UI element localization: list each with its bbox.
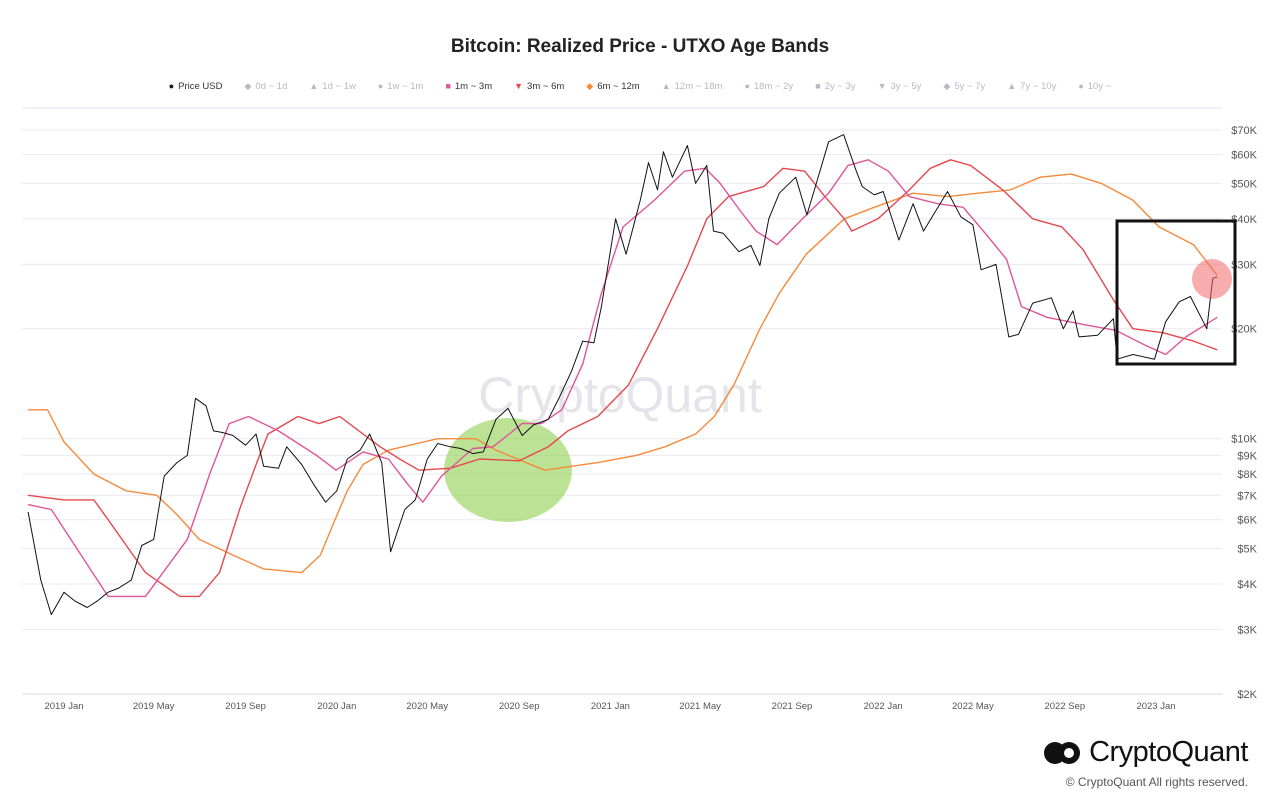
series-line-3m-6m xyxy=(28,159,1218,598)
y-tick-label: $8K xyxy=(1237,469,1257,481)
legend-symbol-icon: ■ xyxy=(815,81,821,91)
legend-symbol-icon: ▼ xyxy=(877,81,887,91)
series-line-1m-3m xyxy=(27,159,1218,598)
y-tick-label: $70K xyxy=(1231,125,1257,137)
legend: ● Price USD ◆ 0d ~ 1d ▲ 1d ~ 1w ● 1w ~ 1m ■ 1m ~ … xyxy=(0,81,1280,92)
chart-title: Bitcoin: Realized Price - UTXO Age Bands xyxy=(450,36,830,57)
legend-label: 3m ~ 6m xyxy=(527,81,565,92)
y-tick-label: $30K xyxy=(1231,259,1257,271)
x-axis-ticks: 2019 Jan 2019 May 2019 Sep 2020 Jan 2020 May… xyxy=(44,701,1175,712)
y-tick-label: $2K xyxy=(1237,689,1257,701)
x-tick-label: 2022 Sep xyxy=(1044,701,1085,712)
y-tick-label: $7K xyxy=(1237,490,1257,502)
legend-label: 3y ~ 5y xyxy=(890,81,922,92)
legend-symbol-icon: ◆ xyxy=(244,81,252,91)
legend-symbol-icon: ■ xyxy=(445,81,451,91)
series-line-price-usd xyxy=(27,134,1218,616)
y-tick-label: $50K xyxy=(1231,178,1257,190)
cryptoquant-logo-icon xyxy=(1044,741,1081,764)
x-tick-label: 2021 Sep xyxy=(772,701,813,712)
legend-item[interactable]: ■ 2y ~ 3y xyxy=(815,81,855,92)
legend-label: Price USD xyxy=(178,81,223,92)
legend-item[interactable]: ▼ 3m ~ 6m xyxy=(514,81,564,92)
x-tick-label: 2023 Jan xyxy=(1136,701,1175,712)
series-line-6m-12m xyxy=(28,173,1218,574)
x-tick-label: 2020 Jan xyxy=(317,701,356,712)
highlight-box xyxy=(1115,219,1237,366)
legend-item[interactable]: ● Price USD xyxy=(169,81,223,92)
footer-copyright: © CryptoQuant All rights reserved. xyxy=(1065,775,1248,789)
y-tick-label: $40K xyxy=(1231,214,1257,226)
footer-logo: CryptoQuant xyxy=(1043,736,1248,769)
legend-symbol-icon: ▲ xyxy=(1007,81,1017,91)
y-tick-label: $6K xyxy=(1237,515,1257,527)
legend-item[interactable]: ▲ 7y ~ 10y xyxy=(1007,81,1056,92)
red-highlight-circle xyxy=(1192,259,1232,299)
y-tick-label: $3K xyxy=(1237,625,1257,637)
legend-item[interactable]: ◆ 5y ~ 7y xyxy=(943,81,985,92)
legend-symbol-icon: ● xyxy=(1078,81,1084,91)
legend-label: 10y ~ xyxy=(1087,81,1112,92)
legend-symbol-icon: ◆ xyxy=(943,81,951,91)
x-tick-label: 2020 May xyxy=(406,701,448,712)
footer-brand: CryptoQuant xyxy=(1089,736,1248,768)
x-tick-label: 2021 Jan xyxy=(591,701,630,712)
x-tick-label: 2019 Jan xyxy=(44,701,83,712)
green-highlight-circle xyxy=(444,418,572,522)
x-tick-label: 2020 Sep xyxy=(499,701,540,712)
legend-item[interactable]: ▲ 12m ~ 18m xyxy=(662,81,723,92)
legend-symbol-icon: ▼ xyxy=(514,81,524,91)
y-axis-ticks: $2K $3K $4K $5K $6K $7K $8K $9K $10K $20K $30K $40K… xyxy=(1231,125,1257,701)
legend-label: 1d ~ 1w xyxy=(322,81,356,92)
legend-symbol-icon: ▲ xyxy=(309,81,319,91)
legend-item[interactable]: ▼ 3y ~ 5y xyxy=(878,81,922,92)
legend-item[interactable]: ◆ 0d ~ 1d xyxy=(244,81,287,92)
legend-label: 2y ~ 3y xyxy=(824,81,856,92)
legend-item[interactable]: ● 10y ~ xyxy=(1078,81,1111,92)
legend-label: 7y ~ 10y xyxy=(1020,81,1057,92)
watermark: CryptoQuant xyxy=(478,367,762,423)
legend-label: 5y ~ 7y xyxy=(954,81,986,92)
legend-item[interactable]: ● 1w ~ 1m xyxy=(378,81,424,92)
legend-symbol-icon: ▲ xyxy=(661,81,671,91)
legend-label: 0d ~ 1d xyxy=(255,81,288,92)
legend-item[interactable]: ● 18m ~ 2y xyxy=(744,81,793,92)
x-tick-label: 2019 Sep xyxy=(225,701,266,712)
legend-item[interactable]: ▲ 1d ~ 1w xyxy=(309,81,355,92)
y-tick-label: $5K xyxy=(1237,544,1257,556)
legend-label: 6m ~ 12m xyxy=(597,81,640,92)
x-tick-label: 2021 May xyxy=(679,701,721,712)
x-tick-label: 2019 May xyxy=(133,701,175,712)
gridlines xyxy=(22,107,1222,695)
series-lines xyxy=(27,134,1218,616)
y-tick-label: $9K xyxy=(1237,450,1257,462)
legend-symbol-icon: ● xyxy=(744,81,750,91)
legend-item[interactable]: ◆ 6m ~ 12m xyxy=(586,81,639,92)
legend-label: 18m ~ 2y xyxy=(753,81,794,92)
x-tick-label: 2022 May xyxy=(952,701,994,712)
legend-symbol-icon: ● xyxy=(377,81,384,91)
y-tick-label: $60K xyxy=(1231,149,1257,161)
y-tick-label: $4K xyxy=(1237,579,1257,591)
legend-symbol-icon: ● xyxy=(168,81,175,91)
legend-label: 1w ~ 1m xyxy=(387,81,424,92)
legend-label: 12m ~ 18m xyxy=(674,81,723,92)
legend-label: 1m ~ 3m xyxy=(454,81,493,92)
legend-symbol-icon: ◆ xyxy=(586,81,594,91)
y-tick-label: $10K xyxy=(1231,434,1257,446)
y-tick-label: $20K xyxy=(1231,324,1257,336)
x-tick-label: 2022 Jan xyxy=(864,701,903,712)
legend-item[interactable]: ■ 1m ~ 3m xyxy=(445,81,492,92)
